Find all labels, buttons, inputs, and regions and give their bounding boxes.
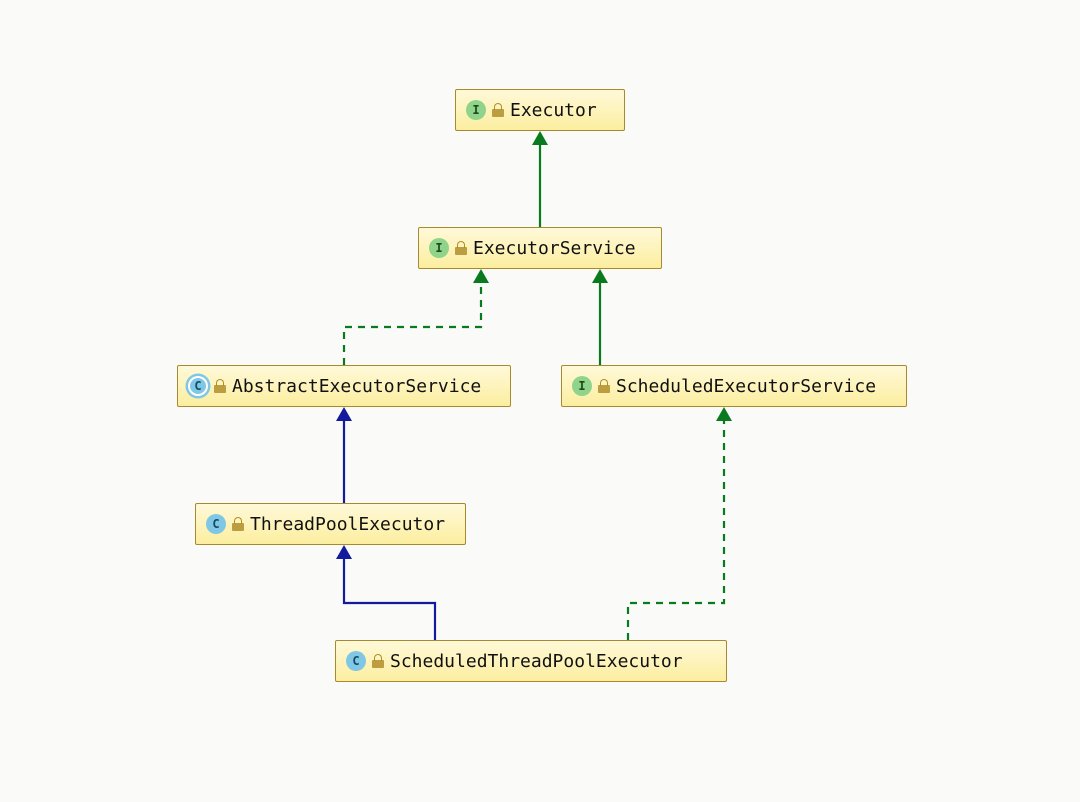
interface-icon: I <box>466 100 486 120</box>
class-diagram: I Executor I ExecutorService C AbstractExecut… <box>0 0 1080 802</box>
class-icon: C <box>206 514 226 534</box>
class-icon: C <box>346 651 366 671</box>
lock-icon <box>232 517 244 531</box>
arrowhead-icon <box>592 269 608 283</box>
node-label: Executor <box>510 100 597 121</box>
node-label: ThreadPoolExecutor <box>250 514 445 535</box>
node-ExecutorService: I ExecutorService <box>418 227 662 269</box>
arrowhead-icon <box>716 407 732 421</box>
edge-ScheduledThreadPoolExecutor-to-ThreadPoolExecutor <box>344 557 435 640</box>
abstract-class-icon: C <box>188 376 208 396</box>
node-label: AbstractExecutorService <box>232 376 481 397</box>
node-ScheduledExecutorService: I ScheduledExecutorService <box>561 365 907 407</box>
arrowhead-icon <box>532 131 548 145</box>
arrowhead-icon <box>336 545 352 559</box>
node-ScheduledThreadPoolExecutor: C ScheduledThreadPoolExecutor <box>335 640 727 682</box>
lock-icon <box>455 241 467 255</box>
lock-icon <box>372 654 384 668</box>
interface-icon: I <box>429 238 449 258</box>
lock-icon <box>492 103 504 117</box>
node-ThreadPoolExecutor: C ThreadPoolExecutor <box>195 503 466 545</box>
edge-ScheduledThreadPoolExecutor-to-ScheduledExecutorService <box>628 419 724 640</box>
lock-icon <box>214 379 226 393</box>
node-AbstractExecutorService: C AbstractExecutorService <box>177 365 511 407</box>
lock-icon <box>598 379 610 393</box>
node-label: ScheduledExecutorService <box>616 376 876 397</box>
node-Executor: I Executor <box>455 89 625 131</box>
edge-AbstractExecutorService-to-ExecutorService <box>344 281 481 365</box>
node-label: ExecutorService <box>473 238 636 259</box>
arrowhead-icon <box>473 269 489 283</box>
interface-icon: I <box>572 376 592 396</box>
arrowhead-icon <box>336 407 352 421</box>
node-label: ScheduledThreadPoolExecutor <box>390 651 683 672</box>
